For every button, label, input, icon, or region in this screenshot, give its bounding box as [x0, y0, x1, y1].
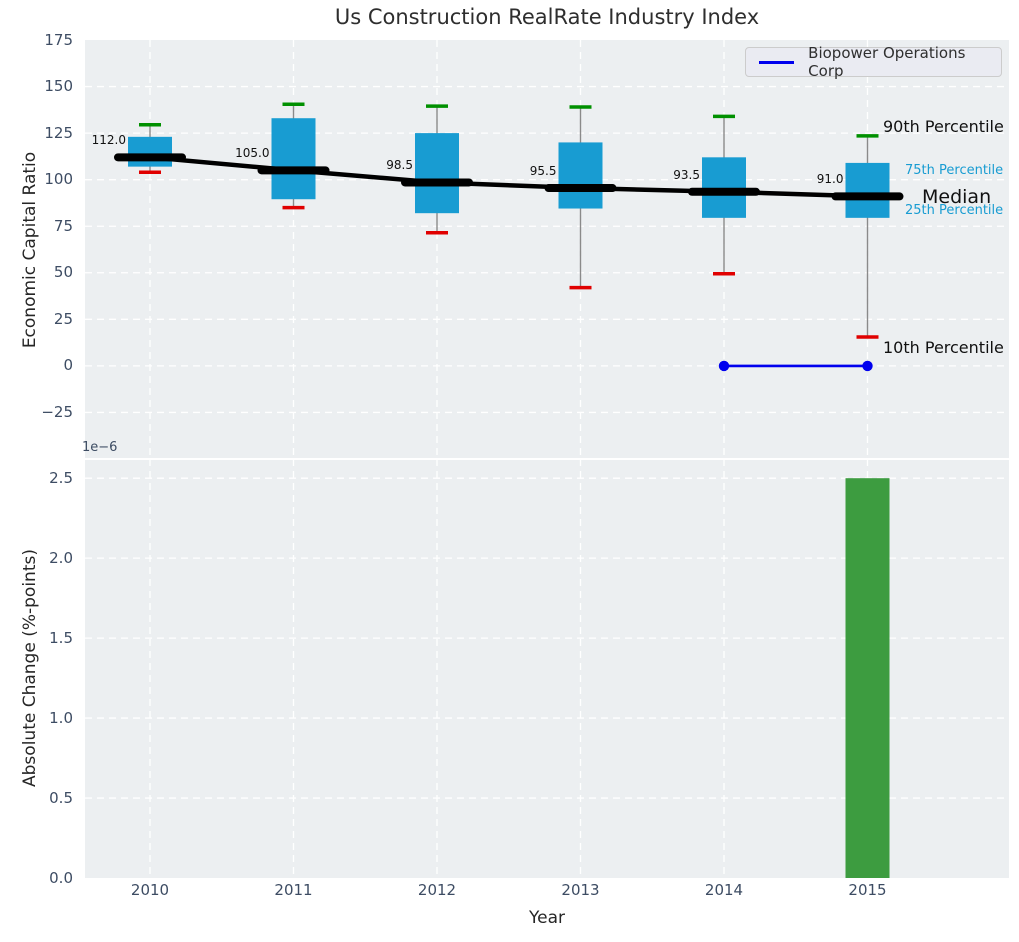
- annotation-25th-percentile: 25th Percentile: [905, 203, 1004, 218]
- bottom-y-tick-1.5: 1.5: [49, 628, 73, 647]
- legend: Biopower Operations Corp: [745, 44, 1002, 80]
- box-2012: [415, 133, 459, 214]
- median-value-label-2010: 112.0: [91, 133, 126, 148]
- x-tick-2013: 2013: [561, 881, 600, 899]
- box-2013: [558, 142, 603, 209]
- annotation-90th-percentile: 90th Percentile: [883, 117, 1004, 136]
- median-value-label-2011: 105.0: [235, 146, 270, 161]
- box-2011: [271, 118, 316, 200]
- legend-label: Biopower Operations Corp: [808, 44, 966, 80]
- bar-2015: [845, 478, 890, 878]
- overlay-company-point-2015: [862, 360, 873, 372]
- legend-line-swatch: [759, 60, 795, 64]
- median-value-label-2014: 93.5: [673, 167, 700, 182]
- top-y-tick-150: 150: [44, 77, 73, 96]
- annotation-median: Median: [922, 186, 992, 208]
- top-y-tick-125: 125: [44, 123, 73, 142]
- top-y-tick-100: 100: [44, 170, 73, 189]
- box-2015: [845, 162, 890, 218]
- bottom-y-axis-label: Absolute Change (%-points): [20, 549, 40, 787]
- bottom-y-tick-2.0: 2.0: [49, 548, 73, 567]
- bottom-y-tick-0.0: 0.0: [49, 868, 73, 887]
- top-y-tick-175: 175: [44, 30, 73, 49]
- annotation-75th-percentile: 75th Percentile: [905, 163, 1004, 178]
- y-axis-offset-label: 1e−6: [82, 440, 118, 455]
- median-value-label-2013: 95.5: [529, 164, 557, 179]
- top-axes-background: [85, 40, 1009, 459]
- x-tick-2012: 2012: [417, 881, 457, 899]
- annotation-10th-percentile: 10th Percentile: [883, 338, 1004, 357]
- median-value-label-2012: 98.5: [386, 158, 413, 173]
- median-value-label-2015: 91.0: [816, 172, 844, 187]
- x-axis-label: Year: [529, 908, 565, 928]
- bottom-y-tick-0.5: 0.5: [49, 788, 73, 807]
- bottom-y-tick-1.0: 1.0: [49, 708, 73, 727]
- top-y-tick-50: 50: [53, 263, 73, 282]
- chart-title: Us Construction RealRate Industry Index: [334, 5, 760, 29]
- top-y-tick--25: −25: [41, 402, 73, 421]
- box-2010: [128, 136, 172, 167]
- top-y-tick-0: 0: [63, 356, 73, 375]
- overlay-company-point-2014: [718, 360, 730, 372]
- top-y-tick-75: 75: [53, 216, 73, 235]
- x-tick-2014: 2014: [704, 881, 744, 899]
- x-tick-2011: 2011: [274, 881, 313, 899]
- box-2014: [702, 157, 746, 218]
- x-tick-2015: 2015: [848, 881, 887, 899]
- bottom-y-tick-2.5: 2.5: [49, 468, 73, 487]
- top-y-tick-25: 25: [53, 309, 73, 328]
- x-tick-2010: 2010: [130, 881, 170, 899]
